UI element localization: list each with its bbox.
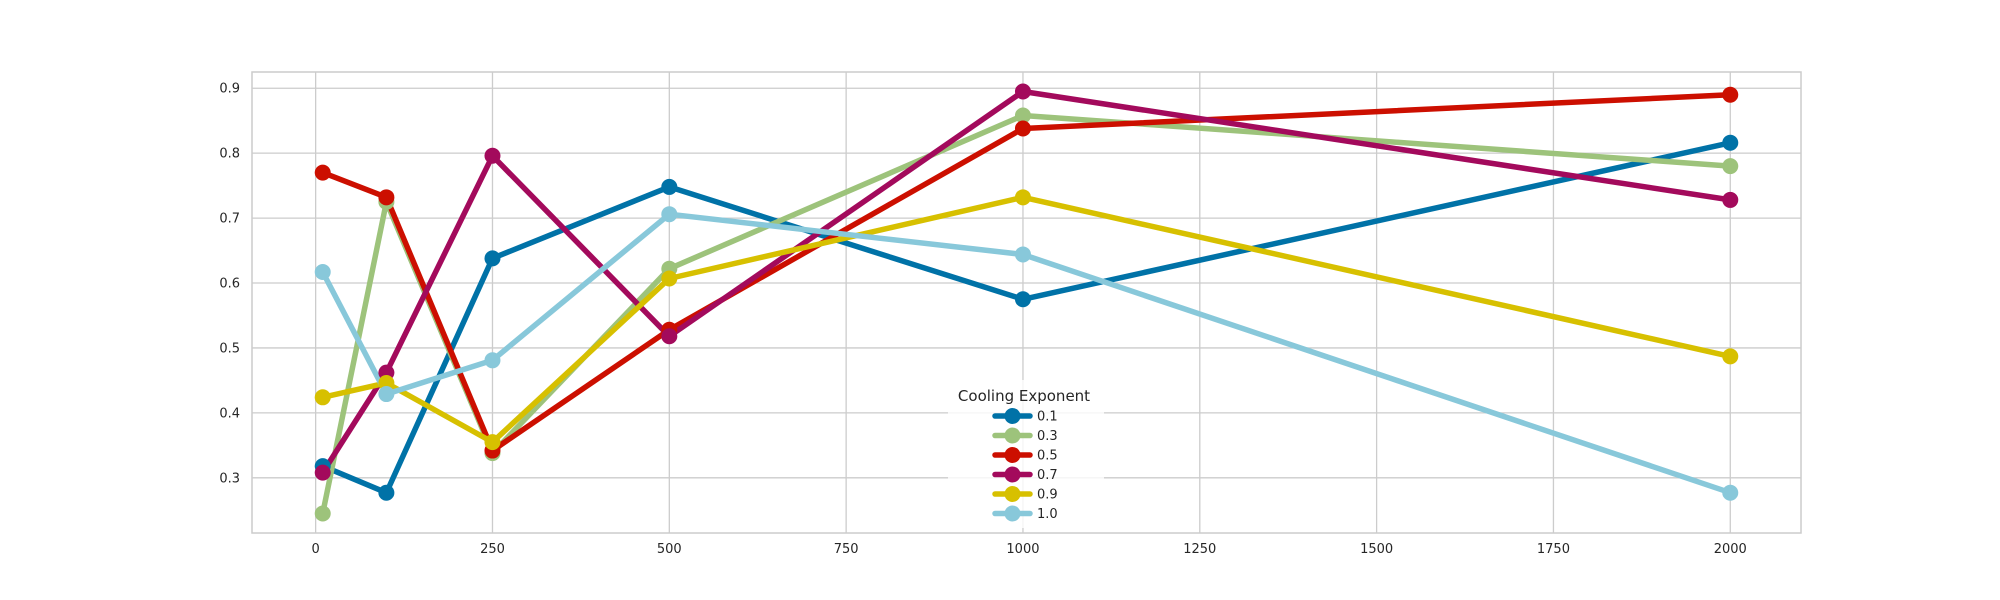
data-point-0.7 <box>1014 83 1031 100</box>
y-tick-label: 0.5 <box>219 341 240 356</box>
legend-label: 0.7 <box>1037 468 1058 483</box>
legend-label: 1.0 <box>1037 507 1058 522</box>
data-point-1.0 <box>1014 246 1031 263</box>
legend-marker <box>1004 447 1021 463</box>
legend-label: 0.9 <box>1037 488 1058 503</box>
legend: Cooling Exponent 0.1 0.3 0.5 0.7 0.9 1.0 <box>948 380 1104 528</box>
y-tick-labels: 0.3 0.4 0.5 0.6 0.7 0.8 0.9 <box>219 82 240 487</box>
x-tick-label: 1750 <box>1537 542 1570 557</box>
series-line-1.0 <box>319 211 1734 496</box>
data-point-0.5 <box>1014 120 1031 137</box>
data-point-0.1 <box>378 484 395 501</box>
x-tick-label: 1250 <box>1183 542 1216 557</box>
x-tick-label: 1500 <box>1360 542 1393 557</box>
data-point-0.1 <box>1722 134 1739 151</box>
data-point-0.7 <box>484 147 501 164</box>
data-point-0.1 <box>484 250 501 267</box>
legend-item-1.0: 1.0 <box>992 505 1058 522</box>
data-point-0.3 <box>1014 107 1031 124</box>
data-point-0.9 <box>661 270 678 287</box>
legend-item-0.9: 0.9 <box>992 486 1058 503</box>
y-tick-label: 0.9 <box>219 82 240 97</box>
y-tick-label: 0.4 <box>219 406 240 421</box>
data-point-0.7 <box>661 328 678 345</box>
data-point-0.1 <box>661 178 678 195</box>
series-points <box>314 83 1739 522</box>
legend-label: 0.5 <box>1037 449 1058 464</box>
legend-marker <box>1004 466 1021 483</box>
data-point-1.0 <box>314 263 331 280</box>
data-point-0.9 <box>314 389 331 406</box>
data-point-1.0 <box>484 352 501 369</box>
data-point-0.5 <box>1722 86 1739 103</box>
x-tick-label: 250 <box>480 542 505 557</box>
x-tick-label: 1000 <box>1006 542 1039 557</box>
series-line-0.5 <box>319 91 1734 454</box>
legend-marker <box>1004 408 1021 424</box>
y-tick-label: 0.7 <box>219 212 240 227</box>
x-tick-label: 500 <box>657 542 682 557</box>
data-point-0.5 <box>378 189 395 206</box>
series-line-0.7 <box>319 88 1734 476</box>
data-point-0.1 <box>1014 291 1031 308</box>
series-line-0.9 <box>319 194 1734 445</box>
data-point-0.3 <box>1722 158 1739 175</box>
data-point-1.0 <box>378 386 395 403</box>
series-line-0.1 <box>319 140 1734 496</box>
y-tick-label: 0.3 <box>219 471 240 486</box>
legend-item-0.1: 0.1 <box>992 408 1058 425</box>
legend-marker <box>1004 505 1021 522</box>
x-tick-labels: 0 250 500 750 1000 1250 1500 1750 2000 <box>312 542 1747 557</box>
legend-label: 0.1 <box>1037 410 1058 425</box>
data-point-0.9 <box>378 375 395 392</box>
data-point-1.0 <box>1722 484 1739 501</box>
legend-item-0.7: 0.7 <box>992 466 1058 483</box>
data-point-0.5 <box>314 164 331 181</box>
legend-item-0.3: 0.3 <box>992 427 1058 444</box>
legend-label: 0.3 <box>1037 429 1058 444</box>
data-point-0.7 <box>314 464 331 481</box>
x-tick-label: 2000 <box>1714 542 1747 557</box>
data-point-0.9 <box>1722 348 1739 365</box>
data-point-1.0 <box>661 206 678 223</box>
y-tick-label: 0.6 <box>219 277 240 292</box>
legend-marker <box>1004 486 1021 502</box>
legend-marker <box>1004 427 1021 444</box>
series-lines <box>319 88 1734 517</box>
legend-items: 0.1 0.3 0.5 0.7 0.9 1.0 <box>992 408 1058 522</box>
data-point-0.9 <box>484 434 501 451</box>
data-point-0.9 <box>1014 189 1031 206</box>
data-point-0.3 <box>314 505 331 522</box>
data-point-0.7 <box>1722 191 1739 208</box>
legend-item-0.5: 0.5 <box>992 447 1058 464</box>
legend-title: Cooling Exponent <box>958 387 1090 405</box>
y-tick-label: 0.8 <box>219 147 240 162</box>
x-tick-label: 0 <box>312 542 320 557</box>
x-tick-label: 750 <box>834 542 859 557</box>
